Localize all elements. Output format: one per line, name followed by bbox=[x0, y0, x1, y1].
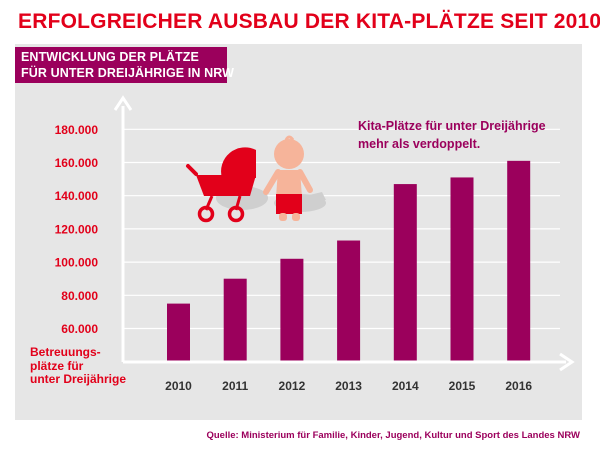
y-tick-label: 120.000 bbox=[55, 222, 99, 236]
chart-annotation: Kita-Plätze für unter Dreijährige mehr a… bbox=[358, 117, 546, 153]
bar-2011 bbox=[223, 278, 247, 362]
chart-subtitle: ENTWICKLUNG DER PLÄTZE FÜR UNTER DREIJÄH… bbox=[15, 47, 234, 83]
x-tick-labels: 2010 2011 2012 2013 2014 2015 2016 bbox=[165, 379, 532, 393]
bar-2013 bbox=[337, 240, 361, 362]
bar-2014 bbox=[393, 184, 417, 362]
y-tick-label: 100.000 bbox=[55, 256, 99, 270]
y-tick-label: 80.000 bbox=[61, 289, 98, 303]
y-axis-label-line-3: unter Dreijährige bbox=[30, 372, 127, 386]
annotation-line-2: mehr als verdoppelt. bbox=[358, 137, 481, 151]
x-tick-label-2015: 2015 bbox=[449, 379, 476, 393]
x-axis-arrow-icon bbox=[559, 352, 575, 372]
x-tick-label-2016: 2016 bbox=[505, 379, 532, 393]
y-tick-label: 180.000 bbox=[55, 123, 99, 137]
y-axis-label-line-1: Betreuungs- bbox=[30, 345, 101, 359]
x-tick-label-2014: 2014 bbox=[392, 379, 419, 393]
page-title: ERFOLGREICHER AUSBAU DER KITA-PLÄTZE SEI… bbox=[18, 10, 600, 33]
y-tick-label: 140.000 bbox=[55, 189, 99, 203]
bar-2012 bbox=[280, 258, 304, 362]
y-axis-arrow-icon bbox=[113, 95, 133, 111]
x-tick-label-2010: 2010 bbox=[165, 379, 192, 393]
subtitle-line-1: ENTWICKLUNG DER PLÄTZE bbox=[21, 50, 199, 64]
y-axis-label-line-2: plätze für bbox=[30, 358, 84, 373]
bars bbox=[167, 160, 531, 362]
y-axis-label: Betreuungs- plätze für unter Dreijährige bbox=[30, 345, 127, 387]
subtitle-line-2: FÜR UNTER DREIJÄHRIGE IN NRW bbox=[21, 66, 234, 80]
y-tick-label: 160.000 bbox=[55, 156, 99, 170]
bar-2010 bbox=[167, 303, 190, 362]
y-tick-label: 60.000 bbox=[61, 322, 98, 336]
x-tick-label-2011: 2011 bbox=[222, 379, 248, 393]
stroller-icon bbox=[186, 147, 268, 223]
y-tick-labels: 60.000 80.000 100.000 120.000 140.000 160.000… bbox=[55, 123, 99, 336]
annotation-line-1: Kita-Plätze für unter Dreijährige bbox=[358, 119, 546, 133]
bar-2015 bbox=[450, 177, 474, 362]
x-tick-label-2013: 2013 bbox=[335, 379, 362, 393]
toddler-icon bbox=[263, 135, 326, 221]
source-note: Quelle: Ministerium für Familie, Kinder,… bbox=[206, 430, 580, 441]
x-tick-label-2012: 2012 bbox=[279, 379, 306, 393]
bar-2016 bbox=[507, 160, 531, 362]
